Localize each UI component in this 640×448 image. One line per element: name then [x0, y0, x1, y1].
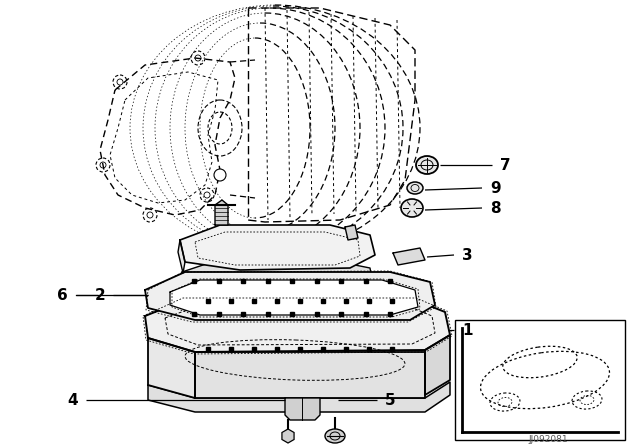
Text: 1: 1 [462, 323, 472, 337]
Polygon shape [180, 225, 375, 270]
Polygon shape [170, 280, 418, 315]
Polygon shape [148, 338, 195, 398]
Text: 4: 4 [67, 392, 78, 408]
Polygon shape [425, 335, 450, 395]
Bar [455, 320, 625, 440]
Text: 6: 6 [57, 288, 68, 302]
Ellipse shape [214, 169, 226, 181]
Ellipse shape [416, 156, 438, 174]
Text: 3: 3 [462, 247, 472, 263]
Text: 2: 2 [94, 288, 105, 302]
Text: JJ092081: JJ092081 [528, 435, 568, 444]
Polygon shape [178, 240, 185, 273]
Polygon shape [145, 272, 435, 320]
Text: 8: 8 [490, 201, 500, 215]
Polygon shape [393, 248, 425, 265]
Text: 7: 7 [500, 158, 511, 172]
Text: 9: 9 [490, 181, 500, 195]
Polygon shape [145, 300, 450, 352]
Ellipse shape [407, 182, 423, 194]
Ellipse shape [325, 429, 345, 443]
Polygon shape [182, 260, 372, 290]
Text: 5: 5 [385, 392, 396, 408]
Polygon shape [215, 200, 228, 225]
Polygon shape [345, 225, 358, 240]
Polygon shape [285, 398, 320, 420]
Polygon shape [195, 352, 425, 398]
Polygon shape [148, 382, 450, 412]
Ellipse shape [401, 199, 423, 217]
